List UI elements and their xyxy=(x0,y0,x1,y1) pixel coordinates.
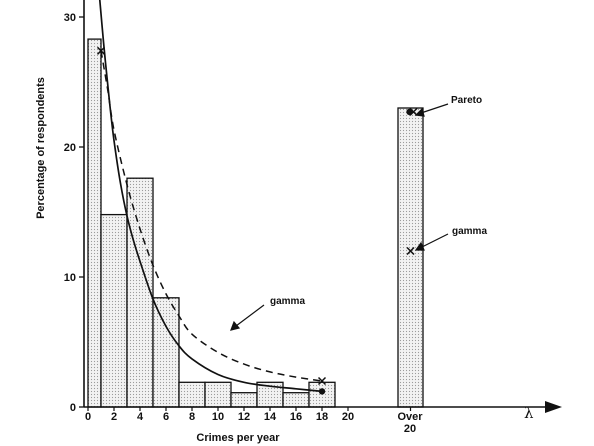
pareto-arrowhead xyxy=(414,107,425,117)
y-tick-label-1: 10 xyxy=(64,272,76,284)
x-axis-title: Crimes per year xyxy=(196,432,280,444)
x-tick-label-2: 4 xyxy=(137,411,144,423)
x-tick-label-9: 18 xyxy=(316,411,328,423)
histogram-bar-2 xyxy=(126,177,154,408)
x-tick-label-1: 2 xyxy=(111,411,117,423)
x-tick-label-8: 16 xyxy=(290,411,302,423)
y-tick-label-0: 0 xyxy=(70,402,76,414)
over-bin-label-line1: Over xyxy=(397,411,423,423)
gamma-over-arrowhead xyxy=(414,241,425,251)
histogram-bars xyxy=(87,38,336,408)
x-axis-symbol: λ xyxy=(524,404,534,422)
x-tick-label-7: 14 xyxy=(264,411,277,423)
pareto-marker-0 xyxy=(318,388,326,395)
x-tick-label-0: 0 xyxy=(85,411,91,423)
over-20-bar xyxy=(397,107,424,408)
gamma-over-arrow xyxy=(421,233,449,248)
x-tick-label-6: 12 xyxy=(238,411,250,423)
pareto-curve xyxy=(98,0,323,393)
gamma-curve-arrowhead xyxy=(230,320,241,331)
annotation-arrows xyxy=(230,103,449,331)
gamma-curve xyxy=(100,50,323,382)
x-axis-arrowhead xyxy=(545,401,562,413)
y-axis-title: Percentage of respondents xyxy=(35,77,47,219)
y-tick-label-3: 30 xyxy=(64,12,76,24)
histogram-bar-1 xyxy=(100,213,128,408)
curve-markers xyxy=(96,46,418,395)
x-tick-label-3: 6 xyxy=(163,411,169,423)
y-tick-label-2: 20 xyxy=(64,142,76,154)
pareto-arrow xyxy=(420,103,449,114)
over-bin-label-line2: 20 xyxy=(404,423,416,435)
histogram-bar-4 xyxy=(178,381,206,408)
pareto-annotation: Pareto xyxy=(451,95,482,106)
x-ticks: 0 2 4 6 8 10 12 14 16 18 20 xyxy=(85,407,412,423)
x-tick-label-5: 10 xyxy=(212,411,224,423)
histogram-bar-6 xyxy=(230,392,258,408)
histogram-bar-5 xyxy=(204,381,232,408)
gamma-curve-arrow xyxy=(235,304,265,327)
x-tick-label-10: 20 xyxy=(342,411,354,423)
y-ticks: 0 10 20 30 xyxy=(64,12,84,414)
histogram-bar-0 xyxy=(87,38,102,408)
over-20-bar-group xyxy=(397,107,424,408)
gamma-over-marker-top xyxy=(409,107,418,116)
gamma-over-annotation: gamma xyxy=(452,226,487,237)
gamma-marker-1 xyxy=(317,376,327,386)
gamma-over-marker xyxy=(406,246,415,256)
histogram-bar-8 xyxy=(282,392,310,408)
gamma-marker-0 xyxy=(96,46,106,55)
x-tick-label-4: 8 xyxy=(189,411,195,423)
histogram-bar-3 xyxy=(152,297,180,408)
gamma-curve-annotation: gamma xyxy=(270,296,305,307)
histogram-bar-9 xyxy=(308,381,336,408)
